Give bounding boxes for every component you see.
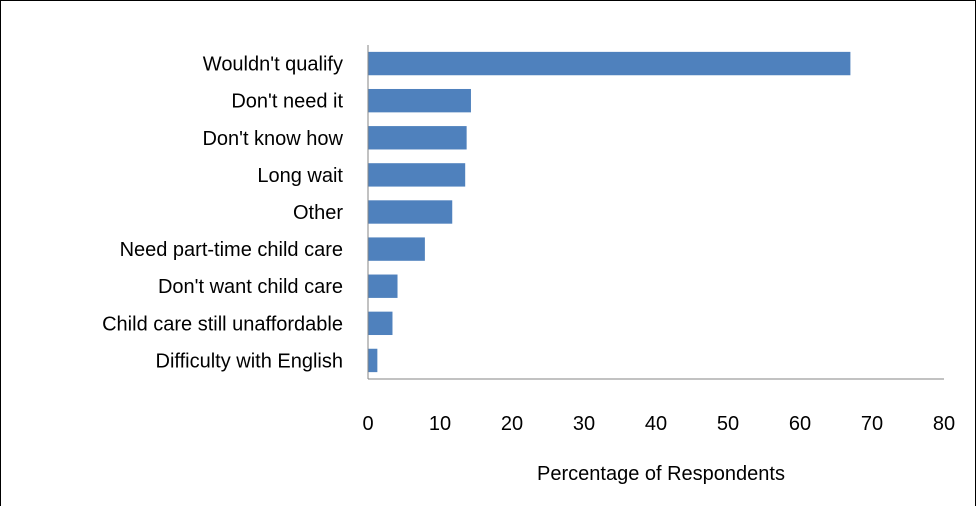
category-label-2: Don't know how bbox=[202, 128, 343, 150]
bar-2 bbox=[368, 126, 467, 150]
x-axis-title: Percentage of Respondents bbox=[537, 463, 785, 485]
x-tick-label-5: 50 bbox=[717, 413, 739, 435]
bars-group bbox=[368, 51, 851, 373]
bar-0 bbox=[368, 51, 851, 76]
x-tick-labels: 0 10 20 30 40 50 60 70 80 bbox=[362, 413, 955, 435]
x-tick-label-4: 40 bbox=[645, 413, 667, 435]
bar-8 bbox=[368, 348, 378, 373]
x-tick-label-0: 0 bbox=[362, 413, 373, 435]
x-tick-label-1: 10 bbox=[429, 413, 451, 435]
category-label-6: Don't want child care bbox=[158, 276, 343, 298]
category-label-7: Child care still unaffordable bbox=[102, 313, 343, 335]
x-tick-label-2: 20 bbox=[501, 413, 523, 435]
category-label-0: Wouldn't qualify bbox=[203, 54, 343, 76]
category-label-1: Don't need it bbox=[231, 91, 343, 113]
x-tick-label-3: 30 bbox=[573, 413, 595, 435]
category-label-5: Need part-time child care bbox=[120, 239, 343, 261]
category-label-8: Difficulty with English bbox=[156, 350, 343, 372]
x-tick-label-7: 70 bbox=[861, 413, 883, 435]
x-tick-label-8: 80 bbox=[933, 413, 955, 435]
bar-3 bbox=[368, 163, 466, 187]
x-tick-label-6: 60 bbox=[789, 413, 811, 435]
bar-4 bbox=[368, 200, 453, 224]
category-label-3: Long wait bbox=[257, 165, 343, 187]
bar-7 bbox=[368, 311, 393, 336]
bar-6 bbox=[368, 274, 398, 298]
bar-5 bbox=[368, 237, 425, 261]
category-label-4: Other bbox=[293, 202, 343, 224]
category-labels: Wouldn't qualify Don't need it Don't know … bbox=[102, 54, 343, 373]
bar-1 bbox=[368, 88, 471, 113]
